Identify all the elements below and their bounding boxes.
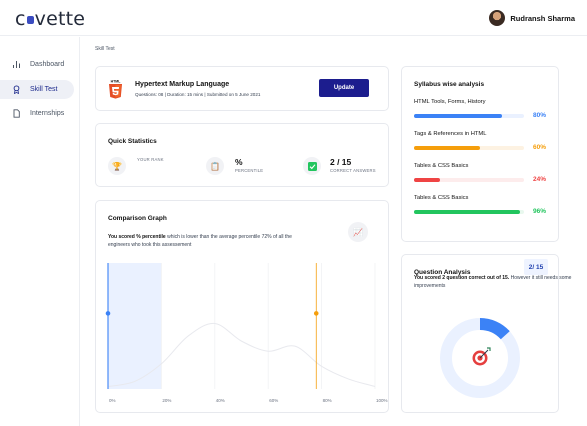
course-meta: Questions: 08 | Duration: 15 mins | Subm…: [135, 92, 261, 97]
question-analysis-card: Question Analysis 2/ 15 You scored 2 que…: [401, 254, 571, 413]
chart-highlight-band: [108, 263, 162, 389]
logo[interactable]: c vette: [15, 8, 86, 30]
question-analysis-highlight: You scored 2 question correct out of 15.: [414, 275, 510, 281]
quick-statistics-title: Quick Statistics: [108, 138, 157, 145]
clipboard-icon: 📋: [206, 157, 224, 175]
syllabus-bar-fill: [414, 178, 441, 182]
comparison-highlight: You scored % percentile: [108, 234, 166, 240]
breadcrumb: Skill Test: [95, 46, 115, 52]
chart-tick-label: 40%: [216, 398, 225, 403]
user-name: Rudransh Sharma: [510, 13, 575, 23]
syllabus-bar-fill: [414, 210, 520, 214]
syllabus-item-percent: 80%: [532, 112, 546, 119]
sidebar-item-internships[interactable]: Internships: [0, 104, 74, 123]
update-button[interactable]: Update: [319, 79, 369, 97]
checkmark-icon: [303, 157, 321, 175]
syllabus-bar-track: [414, 114, 524, 118]
percentile-label: PERCENTILE: [235, 168, 264, 173]
trend-chart-icon: 📈: [348, 222, 368, 242]
syllabus-item-percent: 60%: [532, 144, 546, 151]
syllabus-item-label: Tables & CSS Basics: [414, 163, 469, 169]
donut-correct-arc: [479, 318, 510, 340]
chart-tick-label: 20%: [162, 398, 171, 403]
course-card: HTML Hypertext Markup Language Questions…: [95, 66, 389, 111]
html-badge-label: HTML: [111, 80, 122, 84]
sidebar-item-label: Dashboard: [30, 61, 65, 68]
sidebar-item-skill-test[interactable]: Skill Test: [0, 80, 74, 99]
question-donut-chart: [440, 318, 520, 398]
comparison-graph-card: Comparison Graph You scored % percentile…: [95, 200, 389, 413]
sidebar-item-label: Skill Test: [30, 86, 58, 93]
syllabus-bar-fill: [414, 146, 480, 150]
comparison-chart: 0% 20% 40% 60% 80% 100%: [105, 263, 388, 403]
syllabus-bar-track: [414, 210, 524, 214]
syllabus-bar-fill: [414, 114, 502, 118]
syllabus-bar-track: [414, 146, 524, 150]
award-icon: [12, 85, 21, 94]
target-arrow-fletch: [487, 347, 491, 351]
percentile-value: %: [235, 157, 243, 167]
syllabus-item-label: Tables & CSS Basics: [414, 195, 469, 201]
rank-label: YOUR RANK: [137, 157, 164, 162]
syllabus-item-label: HTML Tools, Forms, History: [414, 99, 486, 105]
html5-icon: HTML: [108, 79, 123, 99]
chart-tick-label: 60%: [269, 398, 278, 403]
chart-marker-point: [313, 311, 319, 316]
correct-answers-value: 2 / 15: [330, 157, 352, 167]
sidebar-item-dashboard[interactable]: Dashboard: [0, 55, 74, 74]
syllabus-item-percent: 24%: [532, 176, 546, 183]
question-analysis-title: Question Analysis: [414, 269, 471, 276]
question-analysis-description: You scored 2 question correct out of 15.…: [414, 274, 574, 290]
syllabus-item-percent: 96%: [532, 208, 546, 215]
top-bar: c vette Rudransh Sharma: [0, 0, 587, 36]
syllabus-title: Syllabus wise analysis: [414, 81, 485, 88]
chart-tick-label: 0%: [109, 398, 116, 403]
quick-statistics-card: Quick Statistics 🏆 YOUR RANK 📋 % PERCENT…: [95, 123, 389, 187]
comparison-title: Comparison Graph: [108, 215, 167, 222]
chart-series-line: [107, 322, 376, 387]
avatar[interactable]: [489, 10, 506, 26]
course-title: Hypertext Markup Language: [135, 81, 230, 88]
chart-tick-label: 100%: [376, 398, 388, 403]
comparison-description: You scored % percentile which is lower t…: [108, 233, 308, 249]
syllabus-item-label: Tags & References in HTML: [414, 131, 487, 137]
syllabus-bar-track: [414, 178, 524, 182]
question-analysis-badge: 2/ 15: [524, 259, 548, 275]
trophy-icon: 🏆: [108, 157, 126, 175]
chart-tick-label: 80%: [323, 398, 332, 403]
question-analysis-rest: However it still needs some improvements: [414, 275, 572, 289]
bar-chart-icon: [12, 60, 21, 69]
user-menu[interactable]: Rudransh Sharma: [489, 9, 575, 27]
document-icon: [12, 109, 21, 118]
sidebar-item-label: Internships: [30, 110, 65, 117]
comparison-rest: which is lower than the average percenti…: [108, 234, 292, 248]
chart-marker-point: [105, 311, 111, 316]
syllabus-card: Syllabus wise analysis HTML Tools, Forms…: [401, 66, 559, 242]
correct-answers-label: CORRECT ANSWERS: [330, 168, 376, 173]
target-arrow: [479, 349, 489, 359]
sidebar: Dashboard Skill Test Internships: [0, 37, 80, 426]
